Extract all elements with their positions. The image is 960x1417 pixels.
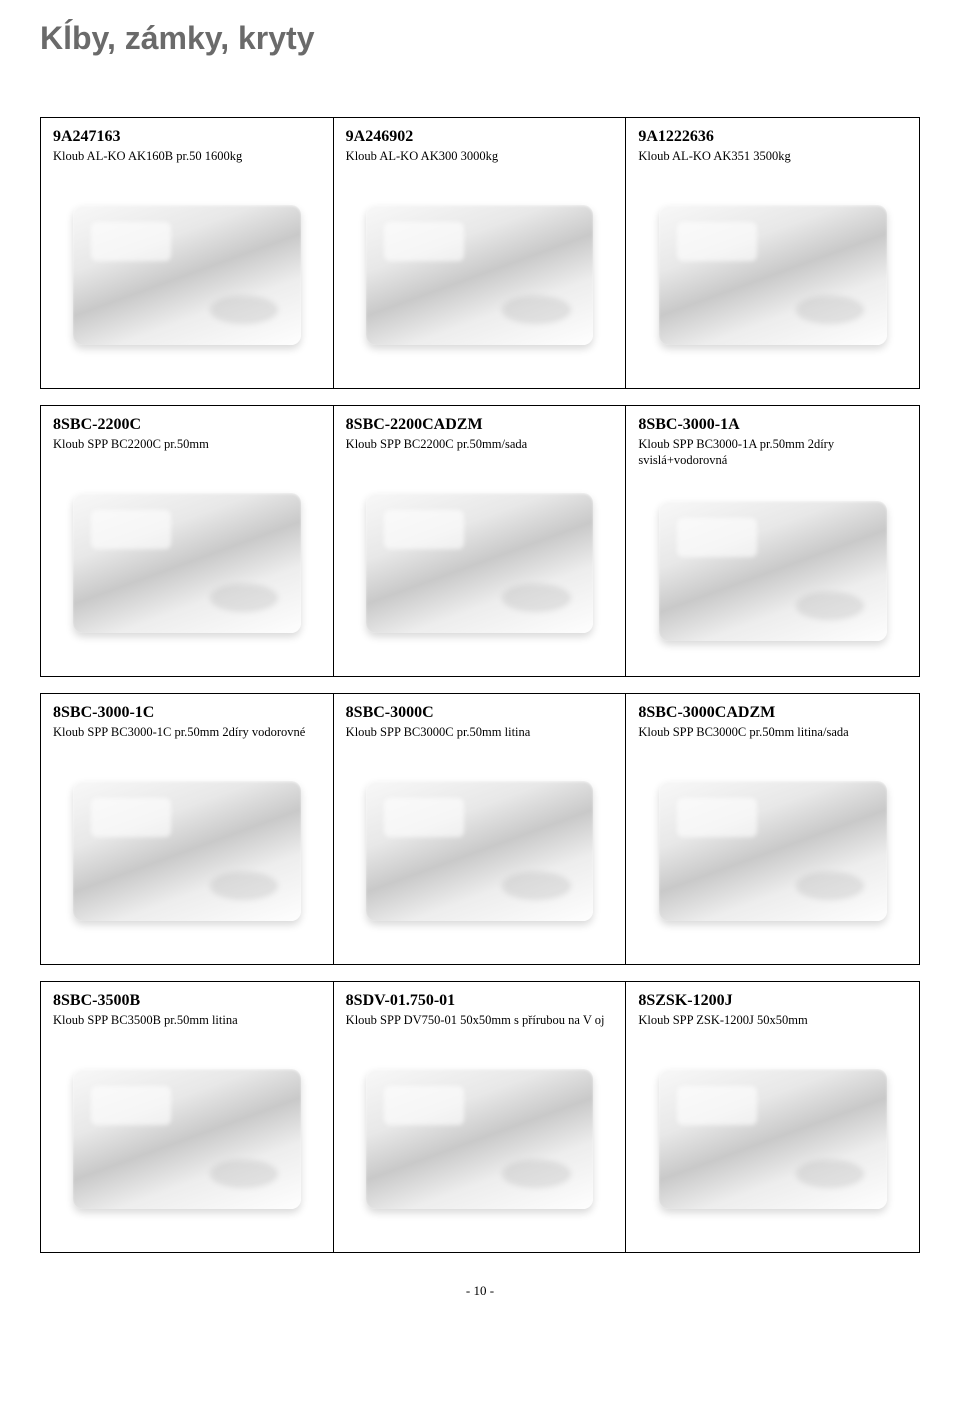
product-row: 9A247163 Kloub AL-KO AK160B pr.50 1600kg… [40, 117, 920, 389]
product-cell: 8SBC-2200CADZM Kloub SPP BC2200C pr.50mm… [334, 406, 627, 676]
product-code: 8SBC-2200C [53, 416, 321, 434]
product-image [53, 460, 321, 666]
product-row: 8SBC-3000-1C Kloub SPP BC3000-1C pr.50mm… [40, 693, 920, 965]
product-image [638, 1036, 907, 1242]
product-desc: Kloub AL-KO AK300 3000kg [346, 148, 614, 164]
product-image [346, 748, 614, 954]
product-image [53, 748, 321, 954]
product-desc: Kloub AL-KO AK351 3500kg [638, 148, 907, 164]
product-image [346, 172, 614, 378]
page-title: Kĺby, zámky, kryty [40, 20, 920, 57]
product-code: 9A1222636 [638, 128, 907, 146]
product-cell: 8SBC-2200C Kloub SPP BC2200C pr.50mm [41, 406, 334, 676]
product-desc: Kloub SPP BC2200C pr.50mm [53, 436, 321, 452]
product-cell: 9A247163 Kloub AL-KO AK160B pr.50 1600kg [41, 118, 334, 388]
product-cell: 8SZSK-1200J Kloub SPP ZSK-1200J 50x50mm [626, 982, 919, 1252]
product-cell: 8SBC-3500B Kloub SPP BC3500B pr.50mm lit… [41, 982, 334, 1252]
product-image [53, 172, 321, 378]
product-image [638, 477, 907, 667]
product-desc: Kloub SPP BC3000-1A pr.50mm 2díry svislá… [638, 436, 907, 469]
product-desc: Kloub SPP BC3500B pr.50mm litina [53, 1012, 321, 1028]
product-row: 8SBC-3500B Kloub SPP BC3500B pr.50mm lit… [40, 981, 920, 1253]
product-image [346, 1036, 614, 1242]
product-code: 8SBC-3500B [53, 992, 321, 1010]
product-cell: 8SBC-3000C Kloub SPP BC3000C pr.50mm lit… [334, 694, 627, 964]
product-code: 8SBC-3000-1A [638, 416, 907, 434]
product-image [638, 748, 907, 954]
product-code: 8SBC-3000-1C [53, 704, 321, 722]
product-row: 8SBC-2200C Kloub SPP BC2200C pr.50mm 8SB… [40, 405, 920, 677]
page-number: - 10 - [40, 1283, 920, 1299]
product-desc: Kloub SPP DV750-01 50x50mm s přírubou na… [346, 1012, 614, 1028]
product-cell: 8SBC-3000CADZM Kloub SPP BC3000C pr.50mm… [626, 694, 919, 964]
product-desc: Kloub SPP ZSK-1200J 50x50mm [638, 1012, 907, 1028]
product-image [53, 1036, 321, 1242]
product-code: 8SZSK-1200J [638, 992, 907, 1010]
product-desc: Kloub AL-KO AK160B pr.50 1600kg [53, 148, 321, 164]
product-code: 9A247163 [53, 128, 321, 146]
product-cell: 9A1222636 Kloub AL-KO AK351 3500kg [626, 118, 919, 388]
product-code: 9A246902 [346, 128, 614, 146]
product-desc: Kloub SPP BC2200C pr.50mm/sada [346, 436, 614, 452]
product-cell: 8SBC-3000-1A Kloub SPP BC3000-1A pr.50mm… [626, 406, 919, 676]
product-code: 8SBC-3000C [346, 704, 614, 722]
product-cell: 9A246902 Kloub AL-KO AK300 3000kg [334, 118, 627, 388]
product-desc: Kloub SPP BC3000C pr.50mm litina/sada [638, 724, 907, 740]
product-image [346, 460, 614, 666]
product-cell: 8SBC-3000-1C Kloub SPP BC3000-1C pr.50mm… [41, 694, 334, 964]
product-code: 8SDV-01.750-01 [346, 992, 614, 1010]
product-code: 8SBC-3000CADZM [638, 704, 907, 722]
product-cell: 8SDV-01.750-01 Kloub SPP DV750-01 50x50m… [334, 982, 627, 1252]
product-grid: 9A247163 Kloub AL-KO AK160B pr.50 1600kg… [40, 117, 920, 1253]
product-image [638, 172, 907, 378]
product-desc: Kloub SPP BC3000-1C pr.50mm 2díry vodoro… [53, 724, 321, 740]
product-desc: Kloub SPP BC3000C pr.50mm litina [346, 724, 614, 740]
product-code: 8SBC-2200CADZM [346, 416, 614, 434]
